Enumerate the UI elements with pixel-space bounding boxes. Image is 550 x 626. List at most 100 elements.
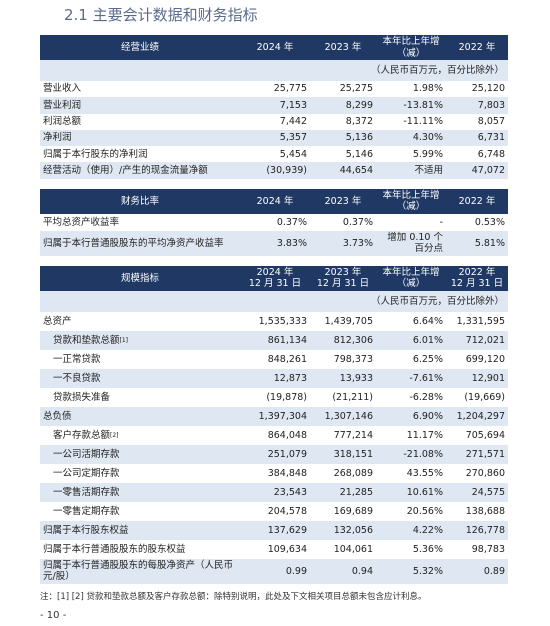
cell-value: 98,783	[471, 543, 505, 555]
cell-value: (30,939)	[266, 164, 307, 176]
cell-value: 7,442	[279, 115, 307, 127]
row-label: 一公司活期存款	[40, 448, 240, 462]
label-text: 归属于本行普通股股东的股东权益	[43, 543, 186, 555]
cell-value: 6.25%	[412, 353, 443, 365]
cell-value: 712,021	[465, 334, 505, 346]
header-row: 规模指标 2024 年 12 月 31 日 2023 年 12 月 31 日本年比上…	[40, 265, 508, 291]
label-text: 一零售定期存款	[53, 505, 120, 517]
row-label: 营业利润	[40, 99, 240, 113]
cell-value: 4.22%	[412, 524, 443, 536]
unit-text: （人民币百万元，百分比除外）	[370, 64, 504, 76]
cell-value: 7,803	[477, 99, 505, 111]
label-text: 营业收入	[43, 83, 82, 95]
table-row: 客户存款总额[2] 864,048 777,214 11.17% 705,694	[40, 426, 508, 445]
table-row: 一正常贷款 848,261 798,373 6.25% 699,120	[40, 350, 508, 369]
header-cell: 2022 年 12 月 31 日	[450, 266, 504, 290]
table-section: 规模指标 2024 年 12 月 31 日 2023 年 12 月 31 日本年比上…	[40, 265, 508, 584]
cell-value: 24,575	[471, 486, 505, 498]
header-row: 经营业绩 2024 年 2023 年 本年比上年增 （减） 2022 年	[40, 35, 508, 60]
header-cell: 2022 年	[458, 195, 496, 207]
header-cell: 2023 年	[324, 195, 362, 207]
cell-value: 1,535,333	[258, 315, 307, 327]
cell-value: -	[439, 216, 443, 228]
header-cell: 本年比上年增 （减）	[382, 36, 440, 59]
table-row: 一公司活期存款 251,079 318,151 -21.08% 271,571	[40, 444, 508, 464]
cell-value: 5,136	[345, 132, 373, 144]
table-section: 财务比率 2024 年 2023 年 本年比上年增 （减） 2022 年平均总资产收益率…	[40, 188, 508, 256]
cell-value: 204,578	[267, 505, 307, 517]
cell-value: 705,694	[465, 429, 505, 441]
table-row: 净利润 5,357 5,136 4.30% 6,731	[40, 129, 508, 147]
row-label: 一正常贷款	[40, 353, 240, 367]
label-text: 利润总额	[43, 115, 82, 127]
cell-value: 1,307,146	[324, 410, 373, 422]
cell-value: 1,397,304	[258, 410, 307, 422]
cell-value: 44,654	[339, 164, 373, 176]
cell-value: 6,748	[477, 148, 505, 160]
row-label: 归属于本行股东权益	[40, 524, 240, 538]
label-text: 平均总资产收益率	[43, 216, 120, 228]
label-text: 总资产	[43, 315, 72, 327]
cell-value: 861,134	[267, 334, 307, 346]
note-ref: [1]	[119, 336, 129, 344]
table-row: 归属于本行普通股股东的股东权益 109,634 104,061 5.36% 98,783	[40, 540, 508, 559]
cell-value: 798,373	[333, 353, 373, 365]
cell-value: 1,204,297	[456, 410, 505, 422]
label-text: 一不良贷款	[53, 372, 101, 384]
row-label: 归属于本行普通股股东的平均净资产收益率	[40, 237, 240, 251]
cell-value: 6.01%	[412, 334, 443, 346]
cell-value: 1,331,595	[456, 315, 505, 327]
table-row: 贷款和垫款总额[1] 861,134 812,306 6.01% 712,021	[40, 330, 508, 350]
row-label: 平均总资产收益率	[40, 216, 240, 230]
cell-value: 12,873	[273, 372, 307, 384]
cell-value: 43.55%	[406, 467, 443, 479]
row-label: 一零售活期存款	[40, 486, 240, 500]
header-row: 财务比率 2024 年 2023 年 本年比上年增 （减） 2022 年	[40, 188, 508, 214]
header-cell: 财务比率	[120, 195, 159, 207]
cell-value: 270,860	[465, 467, 505, 479]
table-row: 归属于本行股东的净利润 5,454 5,146 5.99% 6,748	[40, 146, 508, 162]
header-cell: 本年比上年增 （减）	[382, 189, 440, 213]
label-text: 归属于本行股东权益	[43, 524, 129, 536]
label-text: 经营活动（使用）/产生的现金流量净额	[43, 164, 208, 176]
cell-value: -13.81%	[403, 99, 443, 111]
label-text: 一零售活期存款	[53, 486, 120, 498]
label-text: 总负债	[43, 410, 72, 422]
unit-row: （人民币百万元，百分比除外）	[40, 290, 508, 312]
tables: 经营业绩 2024 年 2023 年本年比上年增 （减） 2022 年（人民币百万元，…	[40, 35, 508, 594]
page-number: - 10 -	[40, 610, 67, 621]
row-label: 归属于本行普通股股东的股东权益	[40, 543, 240, 557]
row-label: 贷款和垫款总额[1]	[40, 334, 240, 348]
table-section: 经营业绩 2024 年 2023 年 本年比上年增 （减） 2022 年 （人民币百万元，…	[40, 35, 508, 179]
row-label: 总资产	[40, 315, 240, 329]
cell-value: 25,275	[339, 83, 373, 95]
label-text: 归属于本行股东的净利润	[43, 148, 148, 160]
cell-value: 0.53%	[474, 216, 505, 228]
cell-value: 5.36%	[412, 543, 443, 555]
cell-value: 25,120	[471, 83, 505, 95]
cell-value: 5,357	[279, 132, 307, 144]
cell-value: 699,120	[465, 353, 505, 365]
row-label: 一公司定期存款	[40, 467, 240, 481]
cell-value: (19,669)	[464, 391, 505, 403]
table-row: 贷款损失准备 (19,878) (21,211) -6.28% (19,669)	[40, 388, 508, 407]
cell-value: 5.99%	[412, 148, 443, 160]
row-label: 营业收入	[40, 82, 240, 96]
cell-value: 47,072	[471, 164, 505, 176]
cell-value: 0.37%	[342, 216, 373, 228]
cell-value: 0.37%	[276, 216, 307, 228]
unit-row: （人民币百万元，百分比除外）	[40, 60, 508, 81]
row-label: 总负债	[40, 410, 240, 424]
cell-value: 5,454	[279, 148, 307, 160]
cell-value: 6.64%	[412, 315, 443, 327]
table-row: 营业利润 7,153 8,299 -13.81% 7,803	[40, 97, 508, 114]
cell-value: -21.08%	[403, 448, 443, 460]
header-cell: 2023 年	[324, 41, 362, 53]
header-cell: 2024 年	[256, 41, 294, 53]
cell-value: 1,439,705	[324, 315, 373, 327]
table-row: 归属于本行普通股股东的平均净资产收益率 3.83% 3.73% 增加 0.10 个 百…	[40, 230, 508, 256]
cell-value: 3.73%	[342, 237, 373, 249]
label-text: 一公司活期存款	[53, 448, 120, 460]
cell-value: 8,372	[345, 115, 373, 127]
